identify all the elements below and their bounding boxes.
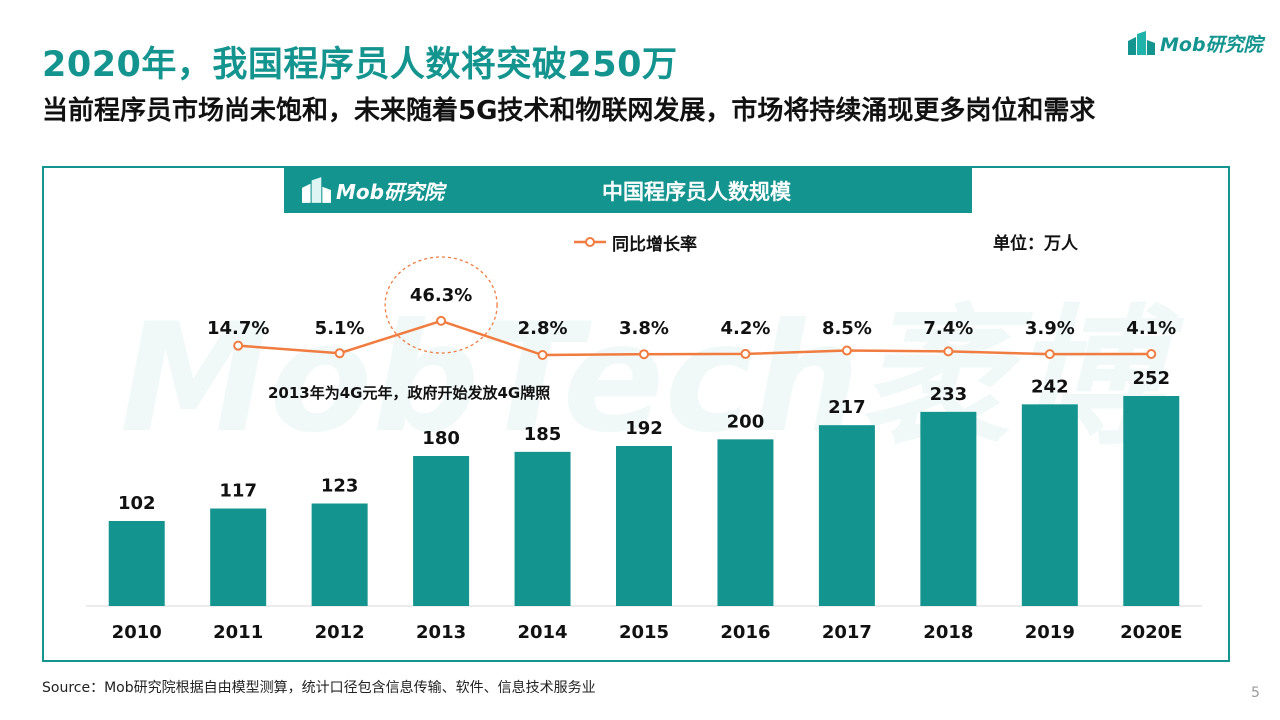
- x-tick-2012: 2012: [315, 622, 365, 643]
- x-tick-2013: 2013: [416, 622, 466, 643]
- growth-label-2018: 7.4%: [923, 318, 973, 339]
- building-icon: [1128, 31, 1155, 55]
- x-tick-2017: 2017: [822, 622, 872, 643]
- bar-value-2019: 242: [1031, 376, 1069, 397]
- growth-label-2012: 5.1%: [315, 318, 365, 339]
- growth-point-2019: [1044, 349, 1055, 360]
- growth-label-2017: 8.5%: [822, 318, 872, 339]
- growth-label-2013: 46.3%: [410, 285, 472, 306]
- bar-2016: [717, 439, 774, 606]
- chart-legend: 同比增长率: [574, 230, 697, 255]
- bar-2020E: [1123, 396, 1180, 606]
- page-title: 2020年，我国程序员人数将突破250万: [42, 45, 678, 85]
- bar-2015: [616, 446, 672, 606]
- growth-label-2019: 3.9%: [1025, 318, 1075, 339]
- building-icon: [302, 177, 331, 203]
- bar-value-2012: 123: [321, 476, 359, 497]
- x-tick-2020E: 2020E: [1120, 622, 1182, 643]
- highlight-circle: [384, 256, 498, 354]
- chart-frame: [42, 166, 1230, 662]
- bar-2014: [514, 451, 571, 606]
- bar-value-2018: 233: [930, 384, 968, 405]
- chart-header-bar: Mob研究院 中国程序员人数规模: [284, 168, 972, 213]
- x-tick-2018: 2018: [923, 622, 973, 643]
- growth-point-2018: [943, 346, 954, 357]
- page-number: 5: [1251, 685, 1260, 701]
- legend-label: 同比增长率: [612, 234, 697, 255]
- growth-point-2016: [740, 348, 751, 359]
- x-tick-2010: 2010: [112, 622, 162, 643]
- growth-label-2015: 3.8%: [619, 318, 669, 339]
- x-tick-2015: 2015: [619, 622, 669, 643]
- bar-2018: [920, 411, 977, 606]
- bar-2010: [108, 521, 165, 606]
- bar-2017: [818, 425, 875, 606]
- growth-point-2011: [233, 340, 244, 351]
- unit-label: 单位：万人: [993, 234, 1078, 254]
- growth-point-2020E: [1146, 348, 1157, 359]
- x-tick-2016: 2016: [720, 622, 770, 643]
- bar-2019: [1021, 404, 1078, 606]
- growth-label-2016: 4.2%: [720, 318, 770, 339]
- growth-point-2012: [334, 348, 345, 359]
- x-tick-2019: 2019: [1025, 622, 1075, 643]
- legend-line-marker: [574, 237, 606, 247]
- bar-value-2010: 102: [118, 493, 156, 514]
- source-note: Source：Mob研究院根据自由模型测算，统计口径包含信息传输、软件、信息技术…: [42, 680, 596, 696]
- brand-logo: Mob研究院: [1128, 28, 1263, 58]
- bar-value-2017: 217: [828, 397, 866, 418]
- brand-name: Mob研究院: [1160, 33, 1263, 56]
- growth-point-2015: [639, 349, 649, 360]
- bar-value-2011: 117: [219, 481, 257, 502]
- chart-header-brand: Mob研究院: [302, 175, 444, 205]
- growth-point-2013: [436, 315, 447, 326]
- annotation-text: 2013年为4G元年，政府开始发放4G牌照: [268, 384, 550, 402]
- chart-title: 中国程序员人数规模: [602, 180, 791, 204]
- bar-value-2020E: 252: [1132, 368, 1170, 389]
- x-tick-2011: 2011: [213, 622, 263, 643]
- growth-label-2020E: 4.1%: [1126, 318, 1176, 339]
- bar-value-2014: 185: [524, 424, 562, 445]
- chart-header-brand-name: Mob研究院: [336, 179, 444, 204]
- growth-label-2011: 14.7%: [207, 318, 269, 339]
- growth-label-2014: 2.8%: [518, 318, 568, 339]
- bar-value-2015: 192: [625, 418, 663, 439]
- bar-value-2013: 180: [422, 428, 460, 449]
- bar-2013: [413, 456, 470, 606]
- growth-point-2014: [537, 350, 548, 360]
- growth-rate-line: [238, 319, 1152, 357]
- bar-value-2016: 200: [727, 411, 765, 432]
- watermark: MobTech袤博: [120, 292, 1185, 466]
- page-subtitle: 当前程序员市场尚未饱和，未来随着5G技术和物联网发展，市场将持续涌现更多岗位和需…: [42, 96, 1096, 126]
- x-tick-2014: 2014: [517, 622, 567, 643]
- bar-2011: [210, 508, 267, 606]
- bar-2012: [311, 503, 368, 606]
- growth-point-2017: [841, 345, 852, 356]
